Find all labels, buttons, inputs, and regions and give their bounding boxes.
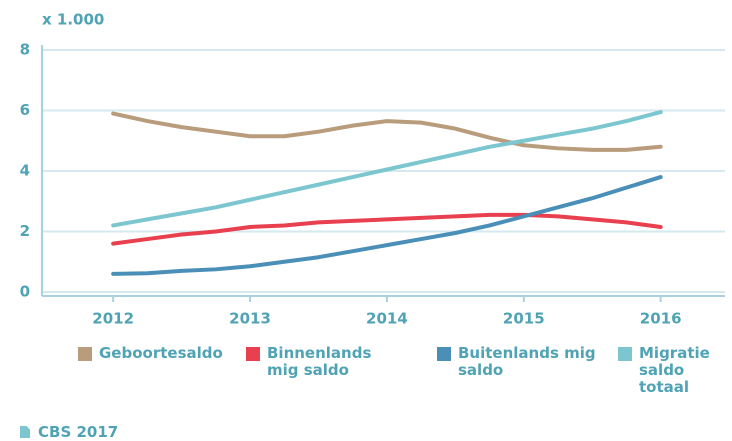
legend: Geboortesaldo Binnenlands mig saldo Buiten… (0, 345, 732, 415)
legend-swatch (437, 347, 451, 361)
legend-swatch (618, 347, 632, 361)
legend-label: Binnenlands mig saldo (267, 344, 372, 379)
legend-label: Buitenlands mig saldo (458, 344, 596, 379)
series-line (111, 110, 663, 228)
series-line (111, 111, 663, 152)
source: CBS 2017 (20, 423, 118, 441)
series-line (111, 175, 663, 276)
legend-swatch (246, 347, 260, 361)
x-tick-label: 2016 (640, 310, 682, 328)
x-tick-label: 2014 (366, 310, 408, 328)
legend-item: Geboortesaldo (78, 345, 228, 362)
legend-item: Binnenlands mig saldo (246, 345, 406, 379)
series-line (111, 212, 663, 246)
legend-item: Buitenlands mig saldo (437, 345, 607, 379)
y-tick-label: 0 (20, 283, 30, 301)
source-icon (20, 426, 30, 438)
legend-swatch (78, 347, 92, 361)
x-tick-label: 2013 (229, 310, 271, 328)
x-tick-label: 2015 (503, 310, 545, 328)
y-tick-label: 6 (20, 101, 30, 119)
source-text: CBS 2017 (38, 423, 119, 441)
legend-label: Migratie saldo totaal (639, 344, 710, 396)
y-axis-label: x 1.000 (42, 11, 104, 29)
y-tick-label: 4 (20, 162, 30, 180)
legend-label: Geboortesaldo (99, 344, 223, 362)
y-tick-label: 2 (20, 222, 30, 240)
legend-item: Migratie saldo totaal (618, 344, 710, 396)
x-tick-label: 2012 (92, 310, 134, 328)
y-tick-label: 8 (20, 41, 30, 59)
